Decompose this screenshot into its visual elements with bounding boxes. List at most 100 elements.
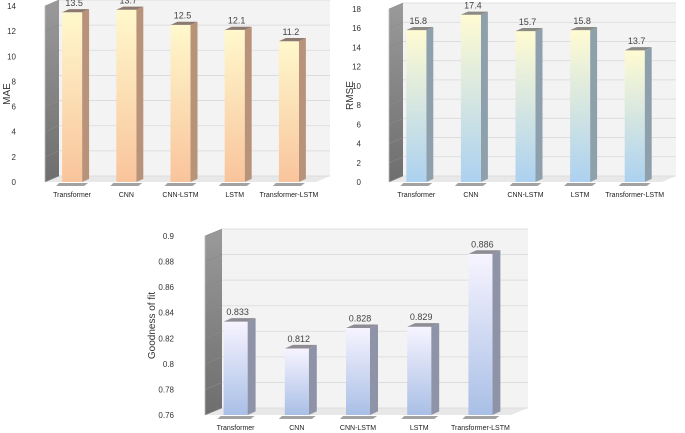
bar-top xyxy=(570,26,598,31)
bar xyxy=(346,328,370,415)
data-label: 15.7 xyxy=(519,17,537,27)
y-tick-label: 0 xyxy=(357,178,362,187)
bar-top xyxy=(116,6,144,10)
y-tick-label: 0.76 xyxy=(158,411,174,420)
bar-top xyxy=(62,9,90,13)
y-tick-label: 12 xyxy=(352,63,361,72)
bar-top xyxy=(468,250,501,254)
y-tick-label: 8 xyxy=(357,101,362,110)
bar-side xyxy=(308,344,317,415)
x-tick-label: LSTM xyxy=(571,192,590,199)
y-tick-label: 14 xyxy=(352,43,361,52)
x-tick-label: LSTM xyxy=(410,425,429,432)
x-tick-label: Transformer xyxy=(217,425,256,432)
wall-gridline xyxy=(204,279,223,288)
wall-gridline xyxy=(44,175,60,183)
bar-shadow xyxy=(400,183,433,186)
bar-top xyxy=(224,26,252,30)
y-tick-label: 10 xyxy=(352,82,361,91)
x-tick-label: Transformer-LSTM xyxy=(605,192,664,199)
bar-side xyxy=(136,6,144,182)
x-tick-label: Transformer-LSTM xyxy=(451,425,510,432)
bar-shadow xyxy=(454,183,487,186)
bar xyxy=(407,326,432,415)
y-tick-label: 0.8 xyxy=(163,360,175,369)
y-tick-label: 0.9 xyxy=(163,232,175,241)
bar-side xyxy=(431,323,440,415)
wall-gridline xyxy=(388,60,404,67)
bar-shadow xyxy=(564,183,597,186)
wall-gridline xyxy=(44,24,60,32)
bar xyxy=(570,30,591,183)
data-label: 15.8 xyxy=(410,16,428,26)
wall-gridline xyxy=(204,407,223,416)
y-axis-label: RMSE xyxy=(345,81,356,110)
wall-gridline xyxy=(388,156,404,164)
y-tick-label: 2 xyxy=(12,153,17,162)
x-tick-label: Transformer xyxy=(397,192,436,199)
bar xyxy=(224,29,245,183)
wall-gridline xyxy=(388,137,404,144)
wall-gridline xyxy=(44,125,60,132)
bar xyxy=(624,50,645,183)
bar xyxy=(170,24,191,182)
data-label: 0.829 xyxy=(410,312,433,322)
bar-shadow xyxy=(509,183,542,186)
x-tick-label: CNN-LSTM xyxy=(507,192,543,199)
bar-side xyxy=(480,11,488,182)
bar-side xyxy=(244,26,252,182)
x-tick-label: CNN xyxy=(289,425,304,432)
bar-side xyxy=(298,38,306,182)
bar xyxy=(406,30,427,183)
y-tick-label: 14 xyxy=(7,2,16,11)
x-tick-label: CNN xyxy=(119,192,134,199)
x-tick-label: Transformer xyxy=(53,192,92,199)
bar-side xyxy=(590,26,598,182)
bar-side xyxy=(370,324,378,415)
bar-side xyxy=(644,47,652,182)
wall-gridline xyxy=(204,382,223,390)
bar-top xyxy=(460,11,488,15)
bar-side xyxy=(535,27,543,183)
data-label: 13.7 xyxy=(120,0,138,6)
x-tick-label: LSTM xyxy=(225,192,244,199)
wall-gridline xyxy=(204,228,223,237)
side-wall xyxy=(205,229,222,415)
bar-side xyxy=(82,9,90,183)
y-tick-label: 0.86 xyxy=(158,283,174,292)
bar-top xyxy=(407,323,440,327)
data-label: 13.7 xyxy=(628,36,646,46)
wall-gridline xyxy=(44,50,60,57)
side-wall xyxy=(45,0,59,182)
bar-top xyxy=(406,26,434,31)
data-label: 12.5 xyxy=(174,11,192,21)
y-axis-label: Goodness of fit xyxy=(147,292,158,359)
data-label: 0.828 xyxy=(349,313,372,323)
y-tick-label: 10 xyxy=(7,52,16,61)
bar-top xyxy=(284,344,317,349)
wall-gridline xyxy=(388,21,404,29)
data-label: 0.886 xyxy=(471,239,494,249)
y-tick-label: 4 xyxy=(12,128,17,137)
wall-gridline xyxy=(388,98,404,106)
bar-top xyxy=(278,38,306,42)
bar xyxy=(278,41,299,183)
data-label: 12.1 xyxy=(228,16,246,26)
x-tick-label: CNN-LSTM xyxy=(162,192,198,199)
bar-shadow xyxy=(110,183,143,186)
bar-shadow xyxy=(401,416,439,419)
bar xyxy=(62,12,83,182)
bar-top xyxy=(223,318,256,322)
bar xyxy=(284,348,309,415)
data-label: 0.812 xyxy=(288,334,311,344)
bar-shadow xyxy=(164,183,197,186)
wall-gridline xyxy=(44,100,60,107)
data-label: 15.8 xyxy=(573,16,591,26)
x-tick-label: CNN xyxy=(463,192,478,199)
bar-shadow xyxy=(272,183,305,186)
wall-gridline xyxy=(44,75,60,82)
y-tick-label: 2 xyxy=(357,159,362,168)
bar xyxy=(223,321,248,415)
wall-gridline xyxy=(44,150,60,158)
wall-gridline xyxy=(204,356,223,365)
